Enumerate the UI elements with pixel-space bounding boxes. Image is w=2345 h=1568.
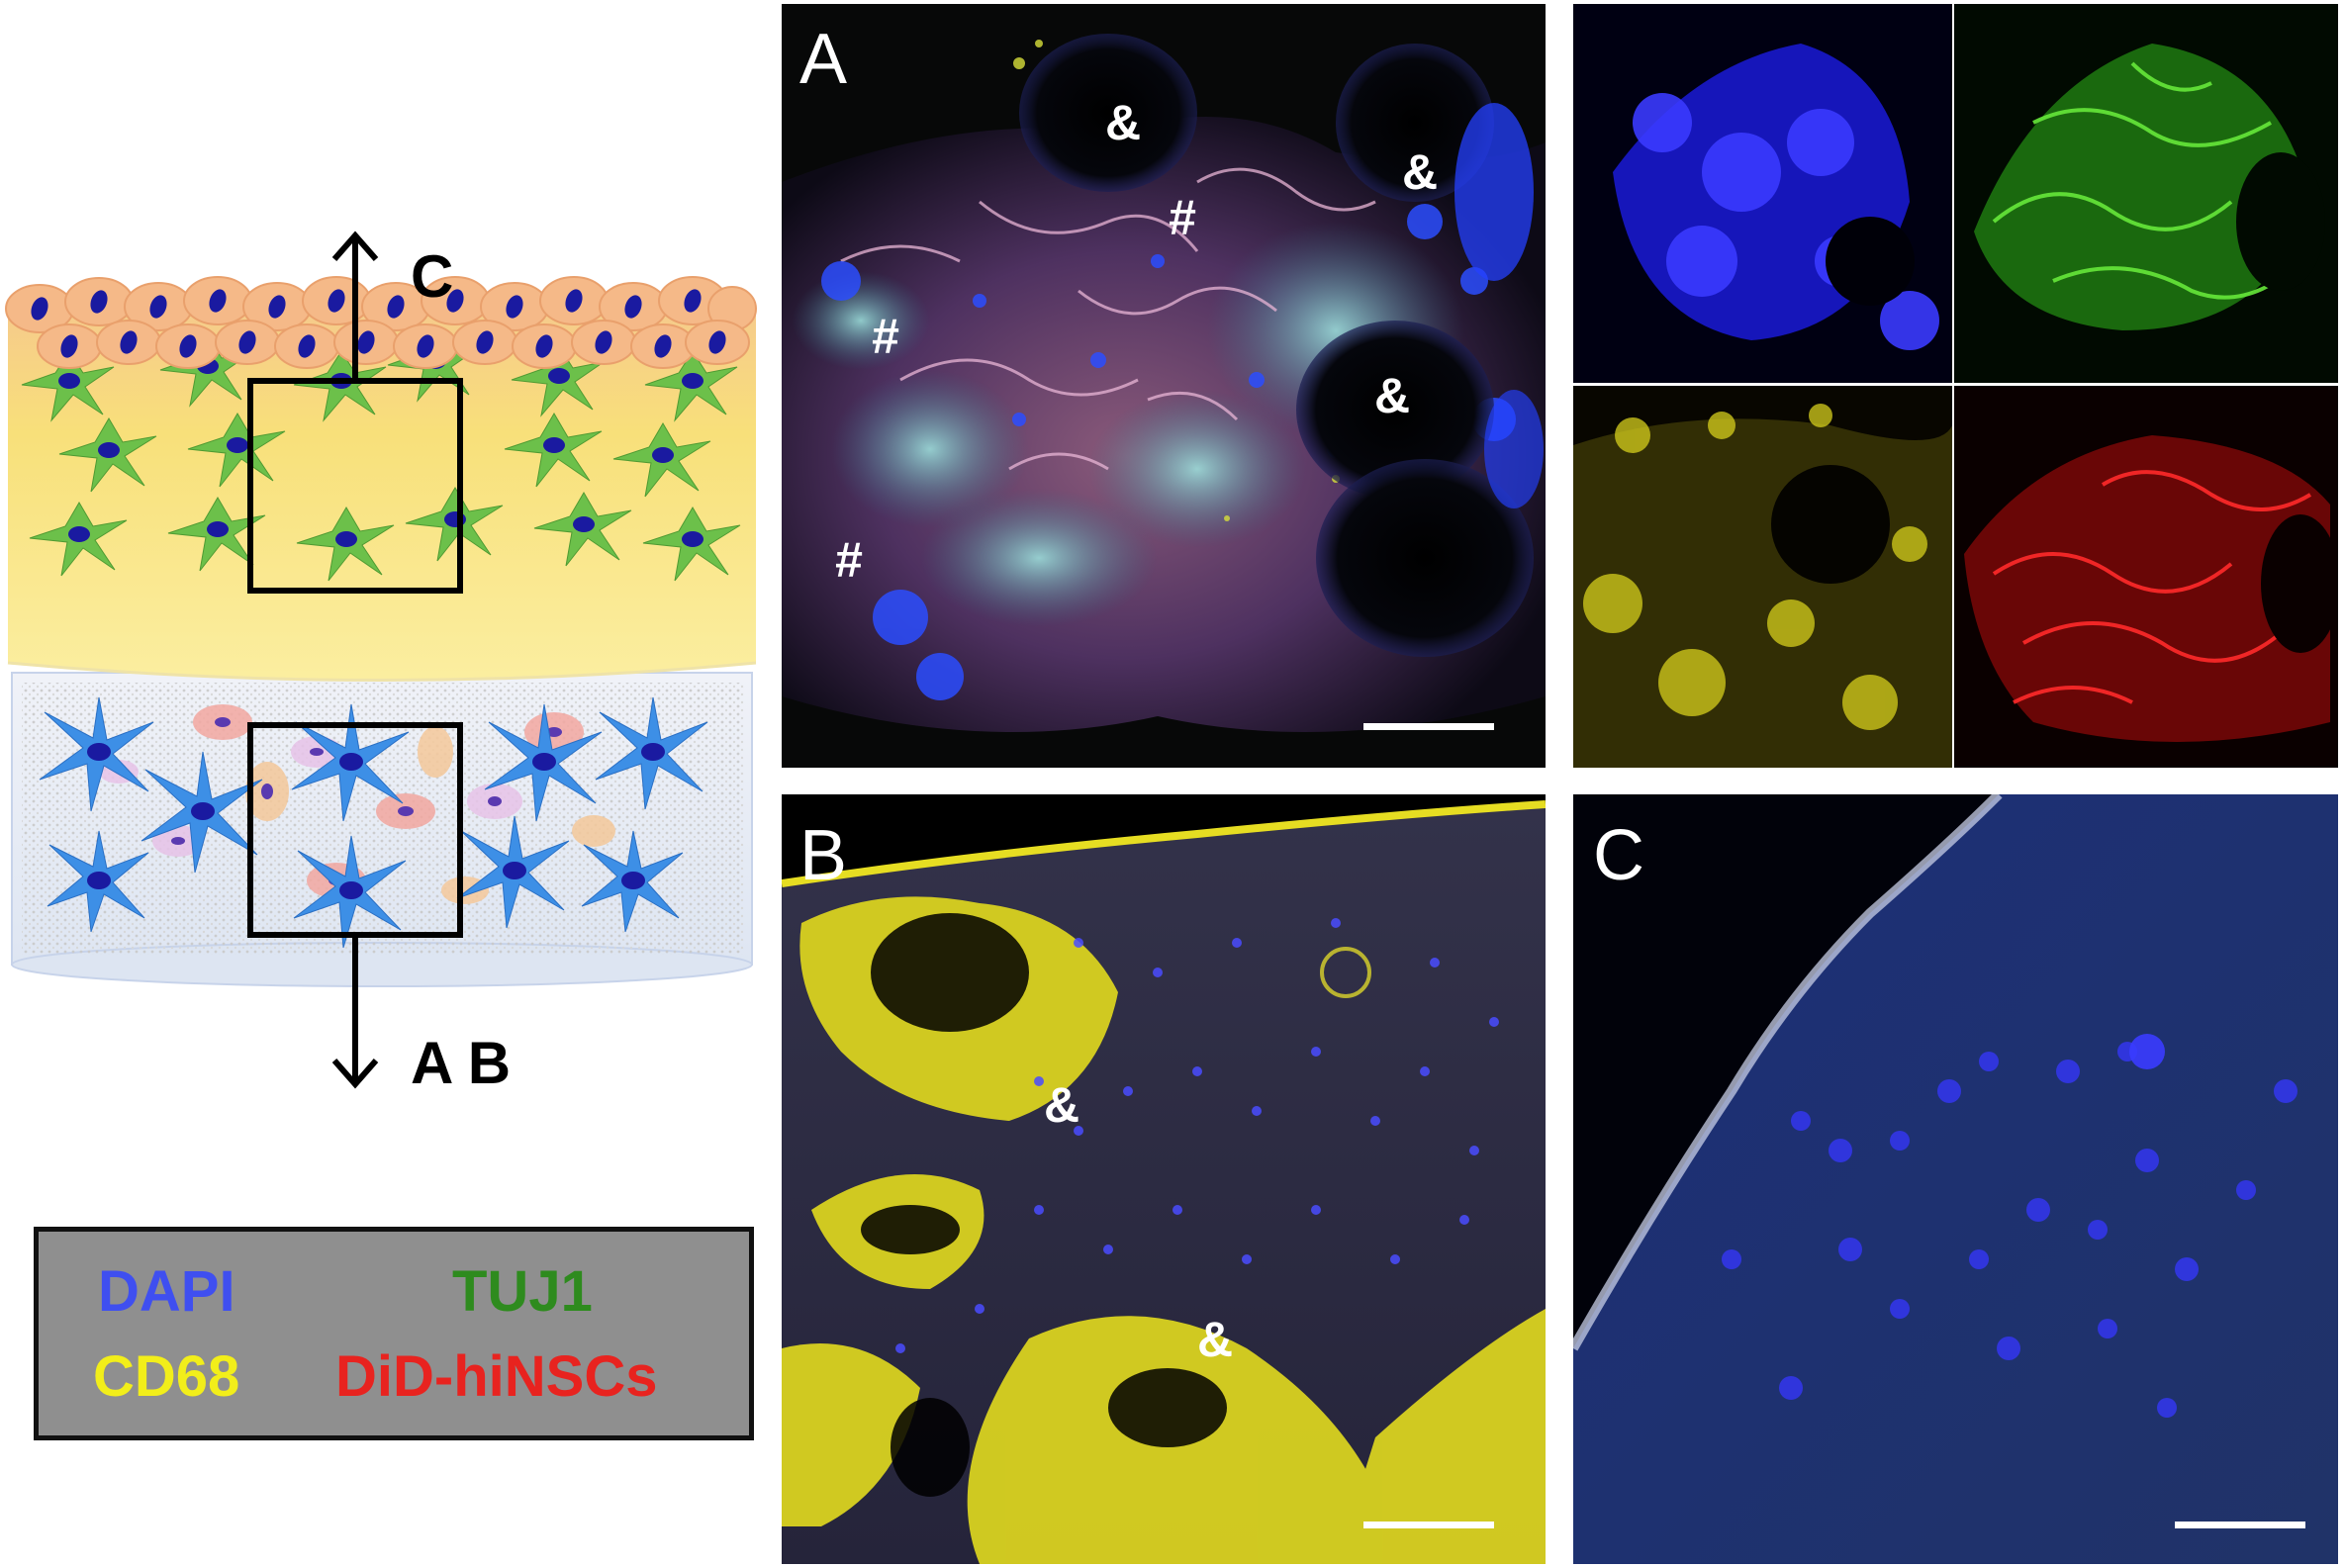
channel-panel-blue — [1573, 4, 1952, 383]
mark-hash: # — [1169, 190, 1196, 245]
panel-c-label: C — [1593, 816, 1644, 895]
channel-red-image — [1954, 386, 2338, 768]
channel-blue-image — [1573, 4, 1952, 383]
legend-tuj1: TUJ1 — [452, 1259, 593, 1324]
micrograph-panel-c: C — [1573, 794, 2338, 1564]
micrograph-a-image — [782, 4, 1546, 768]
micrograph-panel-a: A & & & # # # — [782, 4, 1546, 768]
mark-ampersand: & — [1104, 95, 1142, 150]
mark-ampersand: & — [1196, 1312, 1234, 1367]
mark-ampersand: & — [1373, 368, 1411, 423]
channel-panel-yellow — [1573, 386, 1952, 768]
scale-bar — [2175, 1522, 2305, 1528]
mark-hash: # — [835, 532, 863, 588]
channel-yellow-image — [1573, 386, 1952, 768]
mark-ampersand: & — [1043, 1077, 1080, 1133]
legend-cd68: CD68 — [93, 1344, 240, 1409]
arrow-up-label: C — [411, 243, 454, 310]
channel-panel-red — [1954, 386, 2338, 768]
micrograph-b-image — [782, 794, 1546, 1564]
channel-panel-green — [1954, 4, 2338, 383]
panel-a-label: A — [799, 20, 848, 99]
legend-dapi: DAPI — [98, 1259, 235, 1324]
panel-b-label: B — [799, 816, 848, 895]
scaffold-diagram: C A B — [0, 198, 772, 1108]
arrow-down-label: A B — [411, 1030, 512, 1096]
legend-did-hinscs: DiD-hiNSCs — [335, 1344, 658, 1409]
mark-hash: # — [872, 309, 899, 364]
scale-bar — [1363, 1522, 1494, 1528]
scaffold-illustration — [5, 231, 757, 1089]
scale-bar — [1363, 723, 1494, 730]
micrograph-panel-b: B & & — [782, 794, 1546, 1564]
mark-ampersand: & — [1401, 144, 1439, 200]
channel-green-image — [1954, 4, 2338, 383]
micrograph-c-image — [1573, 794, 2338, 1564]
channel-legend: DAPI TUJ1 CD68 DiD-hiNSCs — [34, 1227, 754, 1440]
